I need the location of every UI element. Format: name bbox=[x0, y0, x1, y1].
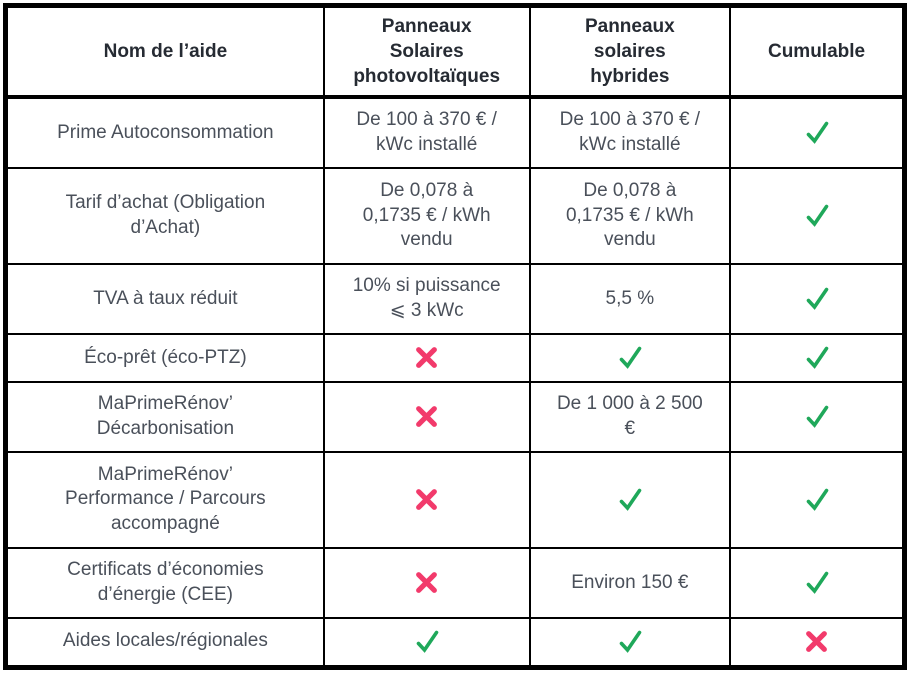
solar-aid-comparison-table: Nom de l’aide Panneaux Solaires photovol… bbox=[3, 3, 907, 670]
aid-name-cell: Éco-prêt (éco-PTZ) bbox=[4, 332, 325, 384]
aid-name-cell: MaPrimeRénov’ Décarbonisation bbox=[4, 381, 325, 453]
check-icon bbox=[412, 627, 442, 657]
check-icon bbox=[615, 627, 645, 657]
aid-name-cell: Prime Autoconsommation bbox=[4, 96, 325, 169]
table-row: Aides locales/régionales bbox=[4, 616, 906, 669]
hybrid-value-cell: De 100 à 370 € / kWc installé bbox=[528, 96, 732, 169]
photovoltaic-value-cell bbox=[322, 547, 531, 619]
check-icon bbox=[802, 118, 832, 148]
hybrid-value-cell bbox=[528, 332, 732, 384]
table-row: Tarif d’achat (Obligation d’Achat) De 0,0… bbox=[4, 166, 906, 266]
cross-icon bbox=[414, 345, 439, 370]
column-header-aid-name: Nom de l’aide bbox=[4, 4, 325, 100]
hybrid-value-cell: De 1 000 à 2 500 € bbox=[528, 381, 732, 453]
cross-icon bbox=[414, 404, 439, 429]
check-icon bbox=[615, 343, 645, 373]
cumulable-value-cell bbox=[729, 547, 906, 619]
aid-name-cell: Certificats d’économies d’énergie (CEE) bbox=[4, 547, 325, 619]
cumulable-value-cell bbox=[729, 96, 906, 169]
aid-name-cell: TVA à taux réduit bbox=[4, 263, 325, 335]
check-icon bbox=[802, 201, 832, 231]
cumulable-value-cell bbox=[729, 450, 906, 550]
cumulable-value-cell bbox=[729, 263, 906, 335]
aid-name-cell: MaPrimeRénov’ Performance / Parcours acc… bbox=[4, 450, 325, 550]
cross-icon bbox=[414, 487, 439, 512]
photovoltaic-value-cell: De 100 à 370 € / kWc installé bbox=[322, 96, 531, 169]
check-icon bbox=[802, 284, 832, 314]
photovoltaic-value-cell bbox=[322, 616, 531, 669]
table-row: Prime Autoconsommation De 100 à 370 € / k… bbox=[4, 96, 906, 169]
hybrid-value-cell: Environ 150 € bbox=[528, 547, 732, 619]
cumulable-value-cell bbox=[729, 332, 906, 384]
check-icon bbox=[802, 568, 832, 598]
header-row: Nom de l’aide Panneaux Solaires photovol… bbox=[4, 4, 906, 100]
check-icon bbox=[615, 485, 645, 515]
aid-name-cell: Aides locales/régionales bbox=[4, 616, 325, 669]
photovoltaic-value-cell: De 0,078 à 0,1735 € / kWh vendu bbox=[322, 166, 531, 266]
table-row: Éco-prêt (éco-PTZ) bbox=[4, 332, 906, 384]
hybrid-value-cell: De 0,078 à 0,1735 € / kWh vendu bbox=[528, 166, 732, 266]
check-icon bbox=[802, 485, 832, 515]
photovoltaic-value-cell bbox=[322, 450, 531, 550]
table-header: Nom de l’aide Panneaux Solaires photovol… bbox=[4, 4, 906, 100]
photovoltaic-value-cell bbox=[322, 381, 531, 453]
cumulable-value-cell bbox=[729, 616, 906, 669]
cross-icon bbox=[804, 629, 829, 654]
table-row: Certificats d’économies d’énergie (CEE) E… bbox=[4, 547, 906, 619]
cross-icon bbox=[414, 570, 439, 595]
column-header-hybrid-panels: Panneaux solaires hybrides bbox=[528, 4, 732, 100]
hybrid-value-cell bbox=[528, 450, 732, 550]
cumulable-value-cell bbox=[729, 381, 906, 453]
hybrid-value-cell: 5,5 % bbox=[528, 263, 732, 335]
table-row: MaPrimeRénov’ Décarbonisation De 1 000 à … bbox=[4, 381, 906, 453]
hybrid-value-cell bbox=[528, 616, 732, 669]
column-header-photovoltaic-panels: Panneaux Solaires photovoltaïques bbox=[322, 4, 531, 100]
photovoltaic-value-cell bbox=[322, 332, 531, 384]
check-icon bbox=[802, 343, 832, 373]
aid-name-cell: Tarif d’achat (Obligation d’Achat) bbox=[4, 166, 325, 266]
cumulable-value-cell bbox=[729, 166, 906, 266]
column-header-cumulable: Cumulable bbox=[729, 4, 906, 100]
table-body: Prime Autoconsommation De 100 à 370 € / k… bbox=[4, 96, 906, 669]
table-row: MaPrimeRénov’ Performance / Parcours acc… bbox=[4, 450, 906, 550]
photovoltaic-value-cell: 10% si puissance ⩽ 3 kWc bbox=[322, 263, 531, 335]
table-row: TVA à taux réduit 10% si puissance ⩽ 3 kW… bbox=[4, 263, 906, 335]
check-icon bbox=[802, 402, 832, 432]
